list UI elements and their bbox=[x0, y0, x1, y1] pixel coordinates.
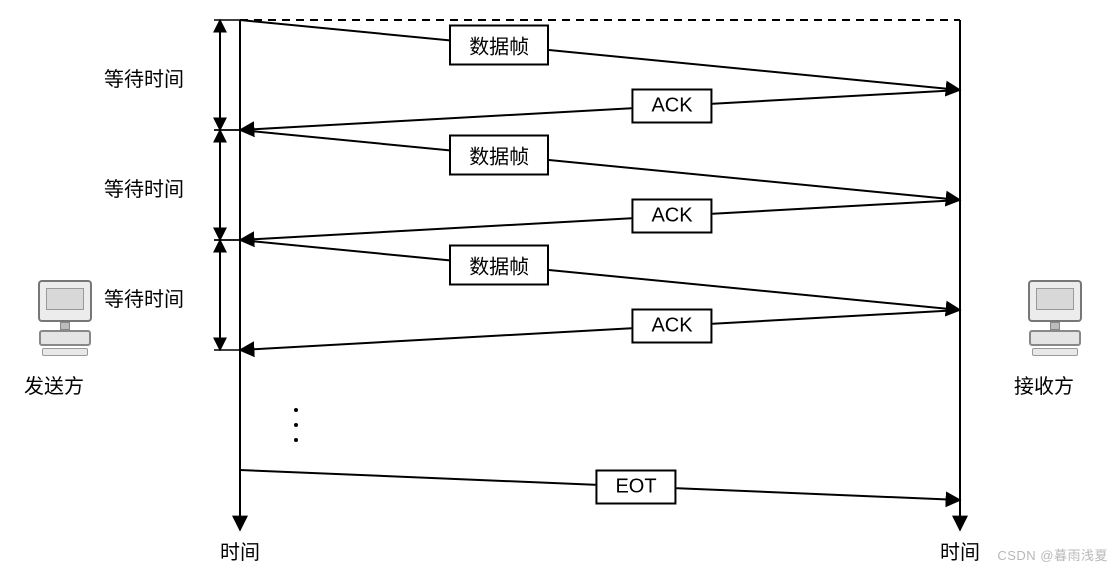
watermark: CSDN @暮雨浅夏 bbox=[997, 545, 1108, 564]
wait-label-0: 等待时间 bbox=[104, 63, 184, 92]
data-frame-box-0: 数据帧 bbox=[449, 25, 549, 66]
sender-computer-icon bbox=[30, 280, 100, 360]
receiver-label: 接收方 bbox=[1014, 370, 1074, 399]
eot-box: EOT bbox=[595, 469, 676, 504]
ellipsis-dot-2 bbox=[294, 438, 298, 442]
data-frame-box-2: 数据帧 bbox=[449, 245, 549, 286]
time-axis-label-left: 时间 bbox=[220, 536, 260, 565]
ack-box-1: ACK bbox=[631, 199, 712, 234]
ellipsis-dot-1 bbox=[294, 423, 298, 427]
receiver-computer-icon bbox=[1020, 280, 1090, 360]
ack-box-0: ACK bbox=[631, 89, 712, 124]
ack-box-2: ACK bbox=[631, 309, 712, 344]
time-axis-label-right: 时间 bbox=[940, 536, 980, 565]
protocol-diagram: 发送方 接收方 时间 时间 CSDN @暮雨浅夏 数据帧ACK等待时间数据帧AC… bbox=[0, 0, 1120, 570]
wait-label-2: 等待时间 bbox=[104, 283, 184, 312]
wait-label-1: 等待时间 bbox=[104, 173, 184, 202]
data-frame-box-1: 数据帧 bbox=[449, 135, 549, 176]
ellipsis-dot-0 bbox=[294, 408, 298, 412]
sender-label: 发送方 bbox=[24, 370, 84, 399]
